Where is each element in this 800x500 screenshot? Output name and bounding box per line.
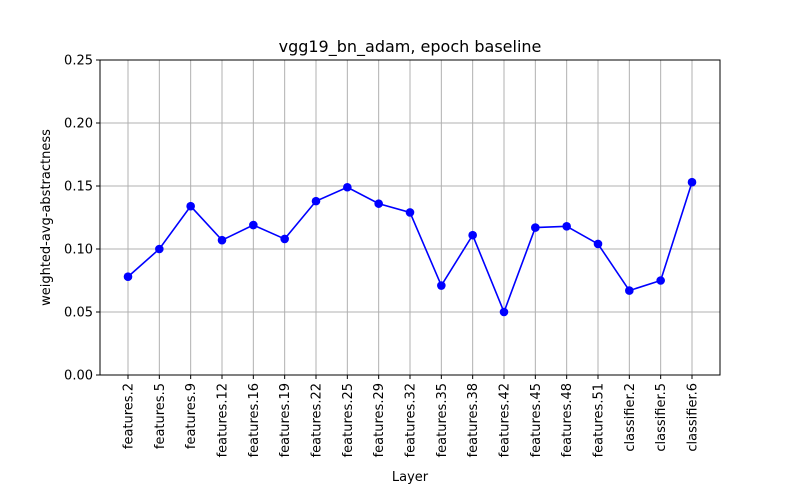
data-point [343,182,352,192]
data-point [687,177,697,187]
x-tick-label: features.19 [278,383,293,457]
x-tick-label: features.32 [404,383,419,457]
x-tick-label: features.9 [184,383,199,449]
x-tick-label: classifier.5 [654,383,669,452]
data-point [437,281,446,290]
x-tick-label: classifier.6 [686,383,701,452]
x-tick-label: features.48 [560,383,575,457]
y-tick-label: 0.00 [64,369,93,384]
data-point [499,307,509,317]
data-point [656,276,665,285]
data-point [186,201,195,211]
x-tick-label: features.29 [372,383,387,457]
x-tick-label: features.45 [529,383,544,457]
x-tick-label: features.51 [592,383,607,457]
y-axis: 0.00 0.05 0.10 0.15 0.20 0.25 [64,54,100,384]
y-tick-label: 0.25 [64,54,93,69]
data-point [405,208,415,217]
x-tick-label: classifier.2 [623,383,638,452]
x-tick-label: features.16 [247,383,262,457]
data-point [155,244,164,254]
y-tick-label: 0.05 [64,306,93,321]
y-tick-label: 0.20 [64,117,93,132]
x-tick-label: features.35 [435,383,450,457]
x-tick-label: features.42 [498,383,513,457]
y-tick-label: 0.10 [64,243,93,258]
data-point [625,286,634,295]
x-tick-label: features.12 [216,383,231,457]
y-tick-label: 0.15 [64,180,93,195]
data-point [374,199,383,208]
data-point [217,235,227,245]
x-tick-label: features.25 [341,383,356,457]
data-point [280,234,289,244]
data-point [249,220,258,230]
data-point [311,196,321,206]
series-layer [123,177,697,317]
x-axis-label: Layer [392,470,429,485]
chart-title: vgg19_bn_adam, epoch baseline [279,37,542,57]
x-tick-label: features.22 [310,383,325,457]
x-tick-label: features.5 [153,383,168,449]
x-axis: features.2 features.5 features.9 features.1… [122,375,701,457]
data-point [123,272,133,282]
data-point [468,230,477,240]
x-tick-label: features.2 [122,383,137,449]
data-point [593,239,603,249]
x-tick-label: features.38 [466,383,481,457]
data-point [531,223,540,232]
y-axis-label: weighted-avg-abstractness [39,129,54,306]
data-point [562,222,571,231]
